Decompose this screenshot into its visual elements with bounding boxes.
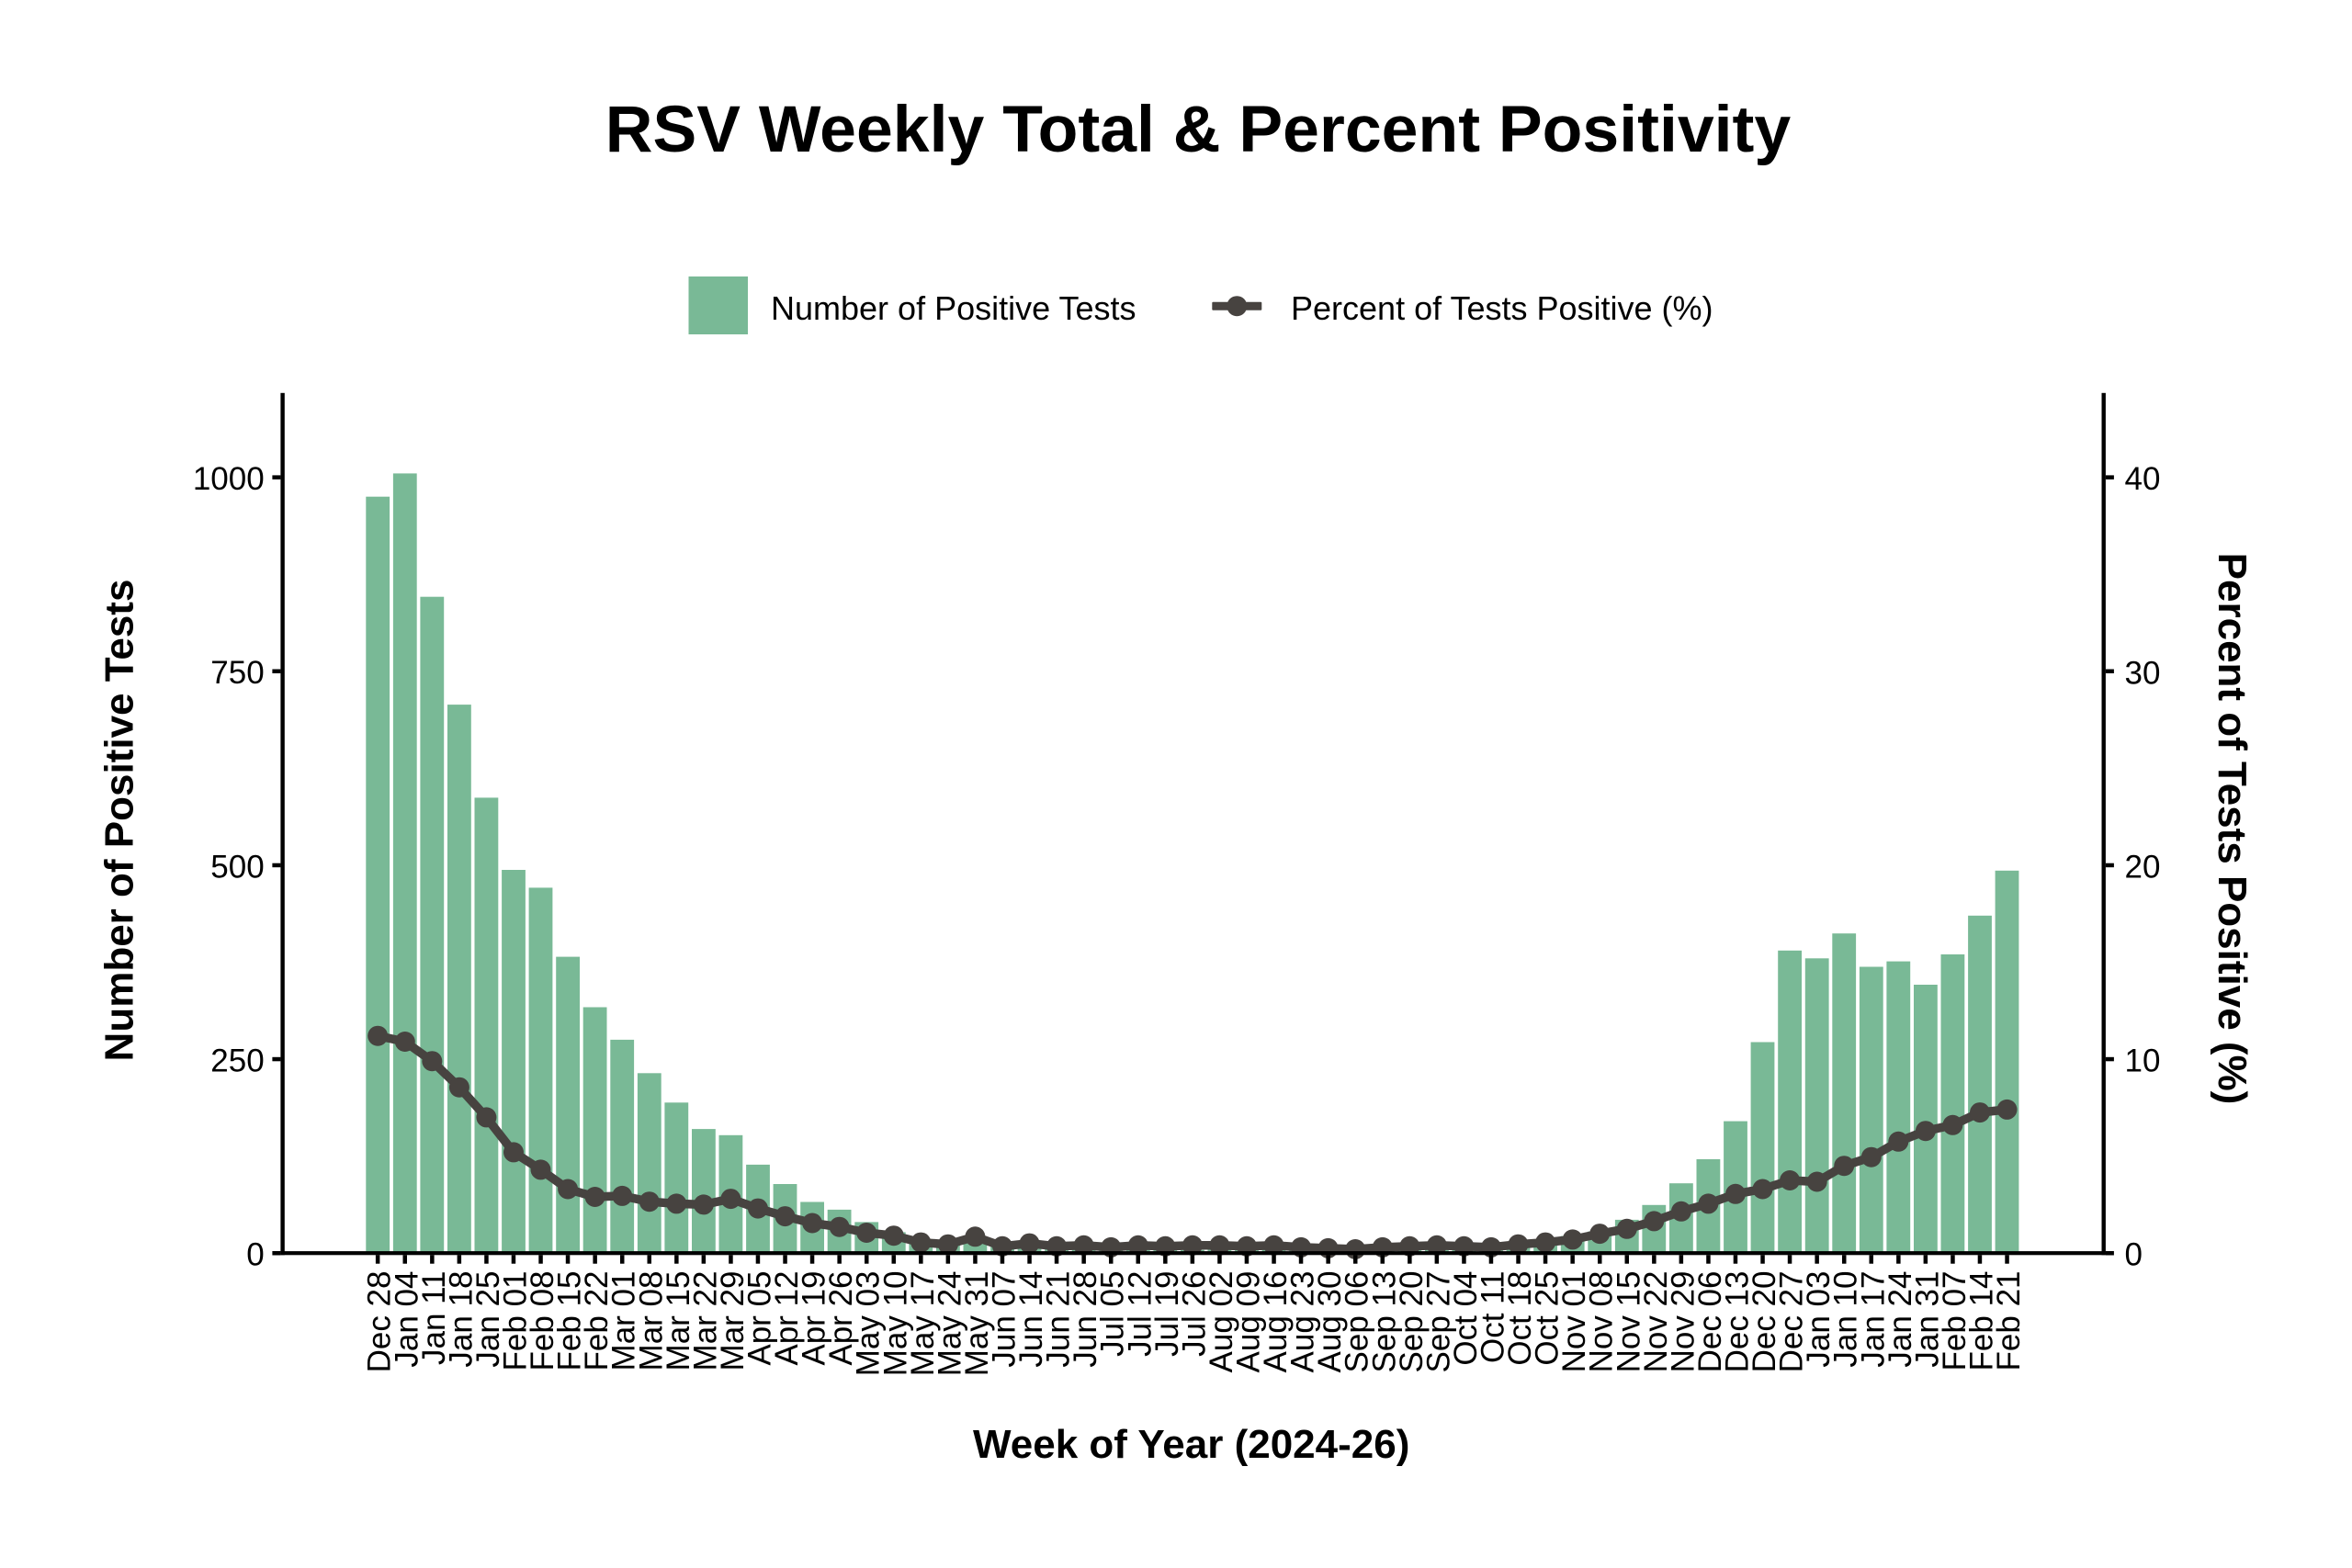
svg-text:Jul 12: Jul 12 (1122, 1271, 1158, 1357)
svg-text:Jan 11: Jan 11 (416, 1271, 452, 1366)
svg-text:Nov 01: Nov 01 (1556, 1271, 1592, 1373)
svg-text:Aug 02: Aug 02 (1204, 1271, 1239, 1373)
svg-text:20: 20 (2125, 849, 2161, 885)
svg-text:Dec 20: Dec 20 (1747, 1271, 1782, 1373)
svg-text:30: 30 (2125, 655, 2161, 691)
svg-text:Percent of Tests Positive (%): Percent of Tests Positive (%) (2210, 553, 2255, 1105)
svg-text:Feb 08: Feb 08 (525, 1271, 560, 1371)
svg-text:Sep 20: Sep 20 (1394, 1271, 1430, 1373)
svg-text:Aug 09: Aug 09 (1231, 1271, 1267, 1373)
svg-text:Jun 28: Jun 28 (1068, 1271, 1103, 1368)
svg-text:May 10: May 10 (877, 1271, 913, 1377)
svg-text:Jun 07: Jun 07 (987, 1271, 1023, 1368)
svg-text:Jun 21: Jun 21 (1041, 1271, 1077, 1368)
svg-text:RSV Weekly Total & Percent Pos: RSV Weekly Total & Percent Positivity (605, 93, 1792, 166)
svg-text:Jan 17: Jan 17 (1855, 1271, 1891, 1368)
svg-text:Sep 06: Sep 06 (1340, 1271, 1375, 1373)
svg-text:May 24: May 24 (932, 1271, 967, 1377)
svg-text:Feb 22: Feb 22 (579, 1271, 615, 1371)
svg-text:250: 250 (210, 1043, 264, 1079)
svg-text:Feb 07: Feb 07 (1937, 1271, 1973, 1371)
svg-text:Apr 12: Apr 12 (769, 1271, 805, 1366)
svg-text:Sep 27: Sep 27 (1420, 1271, 1456, 1373)
svg-text:Mar 08: Mar 08 (633, 1271, 669, 1371)
svg-text:Nov 15: Nov 15 (1611, 1271, 1646, 1373)
svg-text:Apr 26: Apr 26 (823, 1271, 859, 1366)
svg-text:Jul 26: Jul 26 (1176, 1271, 1212, 1357)
svg-text:Apr 19: Apr 19 (797, 1271, 832, 1366)
svg-text:1000: 1000 (193, 461, 265, 497)
svg-text:Jan 25: Jan 25 (470, 1271, 506, 1368)
svg-text:Dec 28: Dec 28 (362, 1271, 398, 1373)
svg-text:Week of Year (2024-26): Week of Year (2024-26) (973, 1422, 1409, 1467)
svg-text:Feb 14: Feb 14 (1964, 1271, 2000, 1371)
svg-text:Jul 19: Jul 19 (1149, 1271, 1185, 1357)
svg-text:Jan 24: Jan 24 (1883, 1271, 1918, 1368)
svg-text:Apr 05: Apr 05 (742, 1271, 778, 1366)
svg-text:Number of Positive Tests: Number of Positive Tests (771, 289, 1136, 327)
svg-text:Feb 01: Feb 01 (498, 1271, 534, 1371)
svg-text:Aug 23: Aug 23 (1285, 1271, 1321, 1373)
svg-text:Mar 01: Mar 01 (606, 1271, 642, 1371)
svg-text:Nov 22: Nov 22 (1638, 1271, 1674, 1373)
svg-text:Nov 08: Nov 08 (1584, 1271, 1620, 1373)
svg-text:Number of Positive Tests: Number of Positive Tests (97, 580, 142, 1062)
svg-text:Jan 31: Jan 31 (1909, 1271, 1945, 1368)
svg-text:Feb 15: Feb 15 (552, 1271, 588, 1371)
svg-text:Jan 03: Jan 03 (1801, 1271, 1837, 1368)
svg-text:10: 10 (2125, 1043, 2161, 1079)
svg-text:Mar 15: Mar 15 (661, 1271, 696, 1371)
svg-text:May 17: May 17 (905, 1271, 941, 1377)
svg-text:Dec 27: Dec 27 (1774, 1271, 1810, 1373)
svg-text:Nov 29: Nov 29 (1665, 1271, 1701, 1373)
svg-text:Jan 18: Jan 18 (443, 1271, 479, 1368)
svg-text:Mar 22: Mar 22 (687, 1271, 723, 1371)
svg-text:Oct 11: Oct 11 (1476, 1271, 1511, 1364)
svg-text:Jan 04: Jan 04 (389, 1271, 424, 1368)
svg-text:500: 500 (210, 849, 264, 885)
svg-text:Oct 25: Oct 25 (1530, 1271, 1566, 1366)
svg-text:750: 750 (210, 655, 264, 691)
svg-text:Percent of Tests Positive (%): Percent of Tests Positive (%) (1291, 289, 1713, 327)
svg-text:Dec 13: Dec 13 (1720, 1271, 1756, 1373)
svg-text:Jul 05: Jul 05 (1095, 1271, 1131, 1357)
svg-text:May 31: May 31 (959, 1271, 995, 1377)
svg-text:Dec 06: Dec 06 (1692, 1271, 1728, 1373)
svg-text:Oct 04: Oct 04 (1448, 1271, 1484, 1366)
svg-text:Aug 16: Aug 16 (1258, 1271, 1294, 1373)
svg-text:Mar 29: Mar 29 (715, 1271, 751, 1371)
svg-text:Jun 14: Jun 14 (1013, 1271, 1049, 1368)
svg-text:Jan 10: Jan 10 (1828, 1271, 1864, 1368)
svg-text:Aug 30: Aug 30 (1312, 1271, 1348, 1373)
svg-text:May 03: May 03 (851, 1271, 887, 1377)
svg-text:0: 0 (246, 1237, 264, 1273)
svg-text:40: 40 (2125, 461, 2161, 497)
svg-text:Sep 13: Sep 13 (1366, 1271, 1402, 1373)
svg-text:Feb 21: Feb 21 (1991, 1271, 2027, 1371)
svg-text:Oct 18: Oct 18 (1502, 1271, 1538, 1366)
svg-text:0: 0 (2125, 1237, 2143, 1273)
